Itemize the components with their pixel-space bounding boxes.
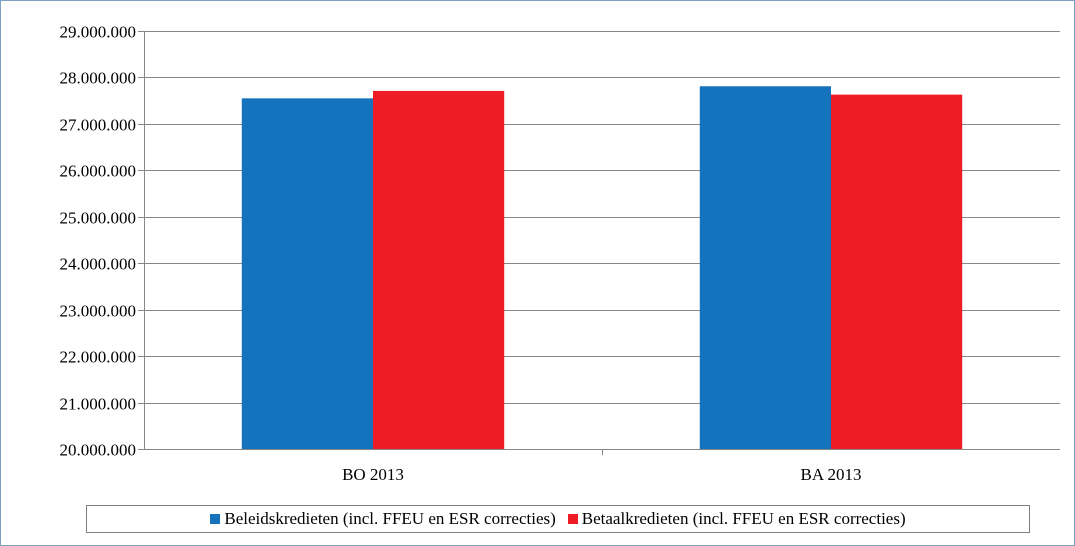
bar-1-2	[699, 86, 831, 449]
legend-item-series-2: Betaalkredieten (incl. FFEU en ESR corre…	[567, 509, 906, 529]
y-tick-label: 29.000.000	[60, 23, 137, 42]
y-tick-label: 28.000.000	[60, 69, 137, 88]
bar-2-2	[831, 94, 963, 449]
axes	[138, 31, 1060, 455]
y-tick-label: 24.000.000	[60, 255, 137, 274]
y-tick-label: 23.000.000	[60, 302, 137, 321]
legend-label-series-2: Betaalkredieten (incl. FFEU en ESR corre…	[581, 509, 906, 528]
bars	[241, 86, 963, 449]
y-tick-label: 26.000.000	[60, 162, 137, 181]
legend: Beleidskredieten (incl. FFEU en ESR corr…	[86, 505, 1030, 533]
y-tick-label: 25.000.000	[60, 209, 137, 228]
x-tick-label: BO 2013	[342, 465, 404, 484]
legend-swatch-series-1	[210, 514, 221, 524]
y-tick-label: 20.000.000	[60, 441, 137, 460]
y-tick-labels: 20.000.000 21.000.000 22.000.000 23.000.000…	[60, 23, 137, 460]
y-tick-label: 22.000.000	[60, 348, 137, 367]
legend-swatch-series-2	[567, 514, 578, 524]
x-tick-labels: BO 2013 BA 2013	[342, 465, 861, 484]
bar-1-1	[241, 98, 373, 449]
bar-2-1	[373, 90, 505, 449]
x-tick-label: BA 2013	[801, 465, 862, 484]
legend-item-series-1: Beleidskredieten (incl. FFEU en ESR corr…	[210, 509, 556, 529]
legend-label-series-1: Beleidskredieten (incl. FFEU en ESR corr…	[224, 509, 556, 528]
y-tick-label: 27.000.000	[60, 116, 137, 135]
y-tick-label: 21.000.000	[60, 395, 137, 414]
